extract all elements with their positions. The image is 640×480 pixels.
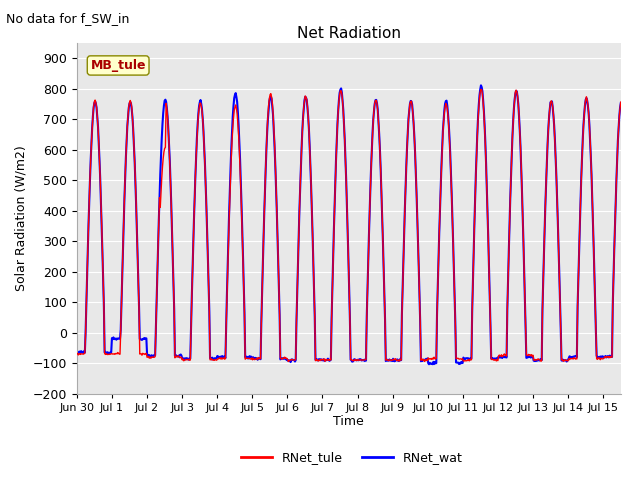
RNet_tule xyxy=(285,359,292,364)
RNet_wat xyxy=(326,358,333,364)
RNet_tule xyxy=(75,351,83,357)
RNet_tule xyxy=(464,358,472,363)
RNet_tule xyxy=(477,86,484,92)
X-axis label: Time: Time xyxy=(333,415,364,429)
RNet_tule xyxy=(149,354,157,360)
RNet_wat xyxy=(477,83,484,88)
RNet_tule xyxy=(617,99,625,105)
RNet_wat xyxy=(149,354,157,360)
Text: No data for f_SW_in: No data for f_SW_in xyxy=(6,12,130,25)
Title: Net Radiation: Net Radiation xyxy=(297,25,401,41)
RNet_tule xyxy=(73,350,81,356)
RNet_tule xyxy=(478,87,486,93)
RNet_wat xyxy=(75,349,83,355)
RNet_wat xyxy=(73,349,81,355)
Line: RNet_wat: RNet_wat xyxy=(77,85,621,364)
Line: RNet_tule: RNet_tule xyxy=(77,89,621,361)
Legend: RNet_tule, RNet_wat: RNet_tule, RNet_wat xyxy=(236,446,468,469)
RNet_wat xyxy=(464,356,472,361)
RNet_wat xyxy=(425,361,433,367)
RNet_tule xyxy=(326,356,334,362)
RNet_tule xyxy=(306,143,314,149)
Y-axis label: Solar Radiation (W/m2): Solar Radiation (W/m2) xyxy=(14,145,27,291)
RNet_wat xyxy=(478,84,486,90)
RNet_wat xyxy=(617,100,625,106)
Text: MB_tule: MB_tule xyxy=(90,59,146,72)
RNet_wat xyxy=(305,126,313,132)
